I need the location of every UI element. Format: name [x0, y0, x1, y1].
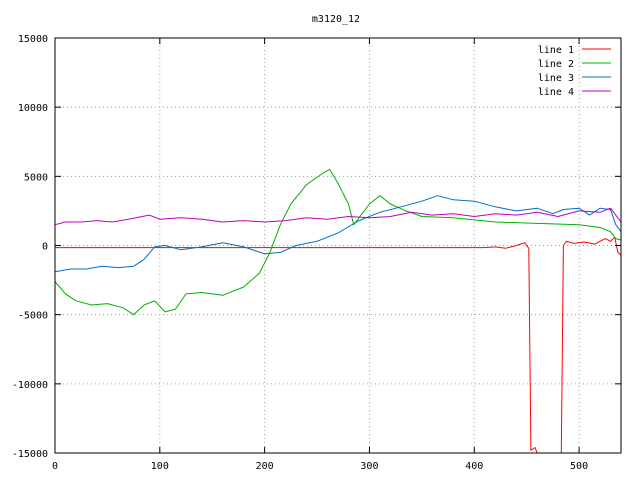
y-tick-label: -15000	[12, 449, 48, 460]
series-line-4	[54, 207, 622, 226]
series-line-1	[55, 236, 622, 454]
x-tick-label: 100	[151, 461, 169, 472]
x-tick-label: 300	[360, 461, 378, 472]
y-tick-label: 15000	[18, 34, 48, 45]
legend: line 1 line 2 line 3 line 4	[538, 45, 611, 98]
series-line-2	[54, 168, 622, 316]
y-tick-label: -10000	[12, 380, 48, 391]
x-tick-label: 0	[52, 461, 58, 472]
series-layer	[54, 168, 622, 454]
y-tick-label: 0	[42, 242, 48, 253]
y-tick-label: -5000	[18, 311, 48, 322]
legend-label: line 1	[538, 45, 574, 56]
x-tick-label: 400	[465, 461, 483, 472]
legend-label: line 2	[538, 59, 574, 70]
x-tick-label: 200	[256, 461, 274, 472]
y-tick-label: 10000	[18, 103, 48, 114]
series-line-3	[54, 195, 622, 273]
legend-label: line 3	[538, 73, 574, 84]
x-tick-label: 500	[570, 461, 588, 472]
y-tick-label: 5000	[24, 172, 48, 183]
tick-layer: 0 100 200 300 400 500 -15000 -10000 -5000 0 5000 10…	[12, 34, 621, 472]
legend-label: line 4	[538, 87, 574, 98]
chart-title: m3120_12	[312, 14, 360, 25]
